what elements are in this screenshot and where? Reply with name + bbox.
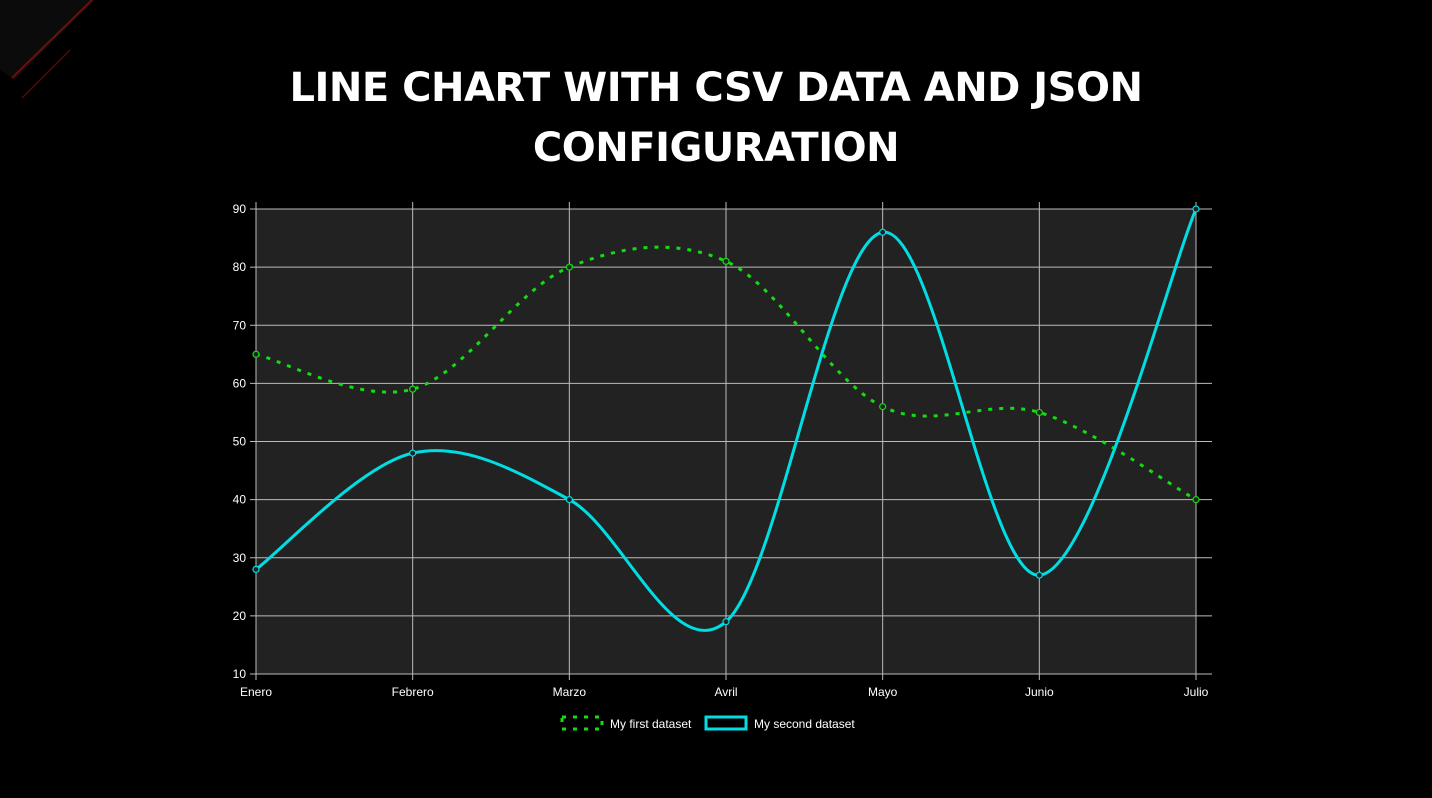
data-point-series-1 — [252, 350, 260, 358]
page-title: LINE CHART WITH CSV DATA AND JSON CONFIG… — [0, 58, 1432, 178]
y-tick-label: 50 — [233, 435, 247, 449]
legend-label-2: My second dataset — [754, 717, 855, 731]
data-point-series-1 — [1035, 408, 1043, 417]
data-point-series-2 — [409, 449, 417, 457]
y-tick-label: 20 — [233, 609, 247, 623]
data-point-series-1 — [565, 263, 573, 271]
x-tick-label: Mayo — [868, 685, 898, 699]
x-tick-label: Marzo — [553, 685, 587, 699]
data-point-series-2 — [1192, 205, 1200, 213]
x-tick-label: Junio — [1025, 685, 1054, 699]
legend-swatch-2 — [704, 715, 748, 731]
y-tick-label: 30 — [233, 551, 247, 565]
legend-label-1: My first dataset — [610, 717, 692, 731]
x-tick-label: Julio — [1184, 685, 1209, 699]
y-tick-label: 80 — [233, 260, 247, 274]
y-tick-label: 70 — [233, 318, 247, 332]
data-point-series-2 — [722, 618, 730, 626]
series-line-2 — [255, 208, 1198, 632]
title-line-1: LINE CHART WITH CSV DATA AND JSON — [289, 65, 1143, 111]
y-tick-label: 90 — [233, 202, 247, 216]
y-tick-label: 10 — [233, 667, 247, 681]
data-point-series-1 — [409, 385, 417, 393]
data-point-series-1 — [879, 403, 887, 411]
x-tick-label: Febrero — [392, 685, 434, 699]
y-tick-label: 40 — [233, 493, 247, 507]
x-tick-label: Avril — [714, 685, 737, 699]
y-tick-label: 60 — [233, 376, 247, 390]
legend-swatch-1 — [560, 715, 604, 731]
data-point-series-2 — [879, 228, 887, 236]
title-line-2: CONFIGURATION — [532, 125, 900, 171]
data-point-series-1 — [1192, 496, 1200, 504]
data-point-series-2 — [252, 565, 260, 573]
data-point-series-1 — [722, 257, 730, 265]
data-point-series-2 — [565, 496, 573, 504]
data-point-series-2 — [1035, 571, 1043, 579]
x-tick-label: Enero — [240, 685, 272, 699]
